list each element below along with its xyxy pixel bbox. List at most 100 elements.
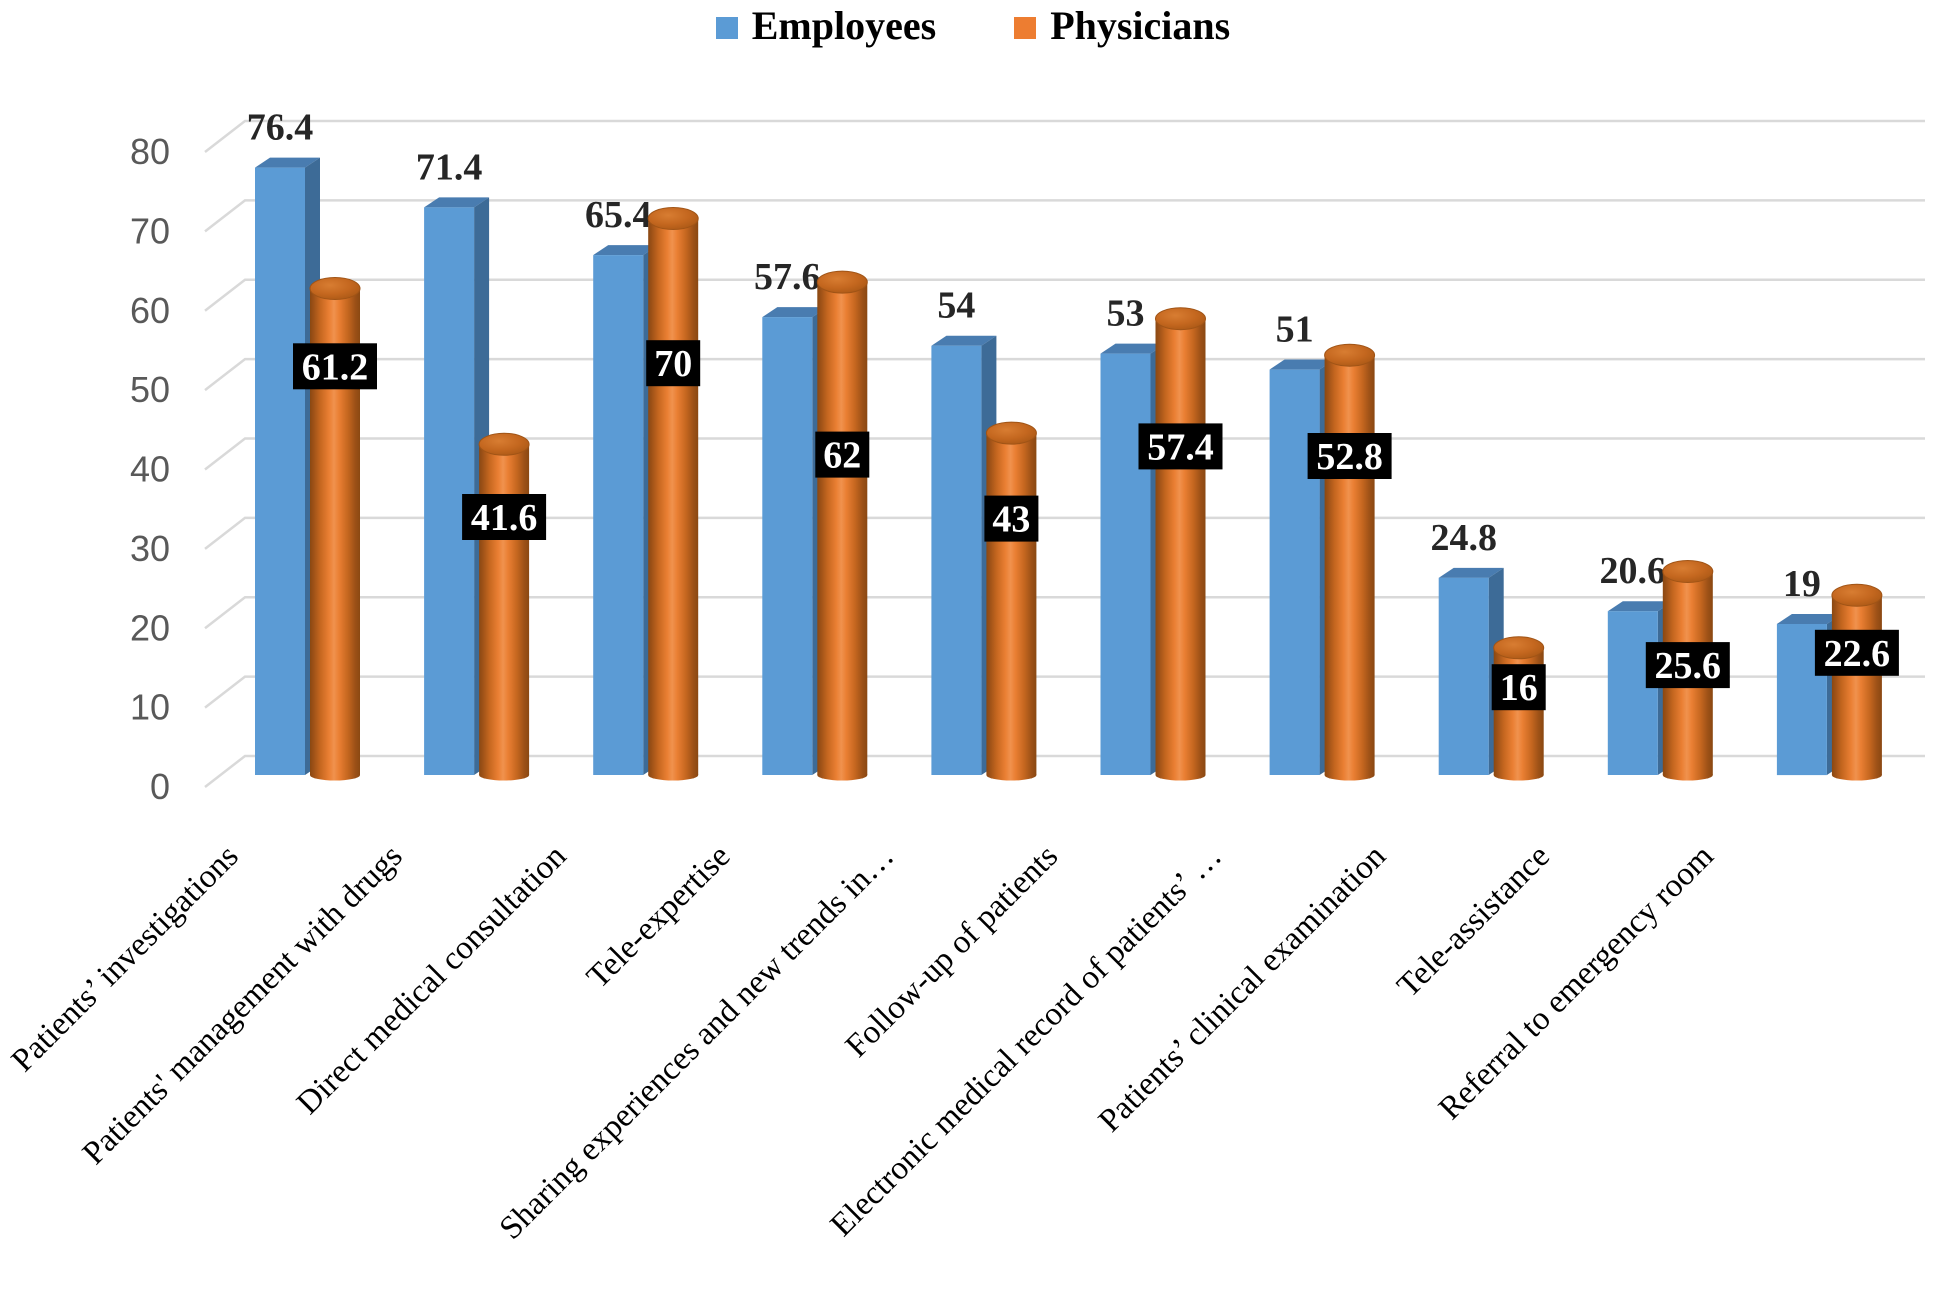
physicians-value-label-text: 62 — [823, 435, 861, 477]
y-axis-tick-label-80: 80 — [130, 131, 170, 172]
physicians-value-label-text: 43 — [992, 499, 1030, 541]
physicians-value-label-text: 16 — [1500, 667, 1538, 709]
physicians-bar-top-cap — [478, 432, 530, 456]
y-axis-tick-label-60: 60 — [130, 290, 170, 331]
physicians-bar-body — [1155, 318, 1206, 775]
y-axis-tick-labels: 0 10 20 30 40 50 60 70 80 — [130, 131, 170, 807]
employees-bar-front-face — [424, 207, 475, 775]
employees-value-label: 65.4 — [585, 194, 652, 236]
physicians-value-label-text: 61.2 — [302, 346, 369, 388]
physicians-bar — [478, 432, 530, 781]
employees-bar-front-face — [255, 167, 305, 776]
gridlines — [204, 119, 1925, 788]
gridline-60 — [204, 278, 1925, 312]
physicians-value-label-text: 25.6 — [1655, 645, 1722, 687]
physicians-bar — [1324, 343, 1376, 781]
y-axis-tick-label-0: 0 — [150, 766, 170, 807]
gridline-80 — [204, 119, 1925, 153]
physicians-value-label: 52.8 — [1307, 433, 1392, 479]
employees-value-label: 51 — [1276, 309, 1314, 351]
physicians-bar-top-cap — [1831, 583, 1883, 607]
employees-value-label: 57.6 — [754, 256, 821, 298]
physicians-value-label-bg — [1307, 433, 1392, 479]
y-axis-tick-label-50: 50 — [130, 369, 170, 410]
category-label: Patients' management with drugs — [76, 838, 410, 1172]
employees-value-label: 54 — [937, 285, 975, 327]
y-axis-tick-label-10: 10 — [130, 687, 170, 728]
physicians-bar-body — [986, 433, 1037, 775]
legend-item-employees: Employees — [715, 2, 937, 50]
employees-bar-front-face — [1607, 611, 1658, 775]
physicians-value-label-bg — [1138, 423, 1223, 470]
physicians-bar-body — [1831, 595, 1882, 775]
category-label: Tele-assistance — [1390, 838, 1556, 1004]
physicians-value-label: 25.6 — [1645, 642, 1730, 689]
physicians-value-label: 43 — [984, 495, 1039, 542]
employees-bar-front-face — [593, 255, 644, 776]
employees-bar-top-face — [1100, 343, 1166, 354]
physicians-value-label: 16 — [1491, 664, 1546, 711]
physicians-bar-top-cap — [985, 421, 1037, 445]
employees-bar-front-face — [762, 317, 813, 775]
physicians-bar-body — [1324, 355, 1375, 775]
employees-value-label: 20.6 — [1600, 550, 1667, 592]
physicians-bar-body — [479, 444, 530, 775]
legend-label-physicians: Physicians — [1050, 3, 1231, 48]
physicians-bar-top-cap — [309, 277, 361, 300]
employees-bar-top-face — [593, 245, 659, 256]
physicians-bar-top-cap — [1662, 560, 1714, 583]
category-label: Referral to emergency room — [1432, 838, 1721, 1127]
physicians-bar-top-cap — [816, 270, 868, 294]
y-axis-tick-label-70: 70 — [130, 210, 170, 251]
physicians-value-label-bg — [1491, 664, 1546, 711]
employees-bar-front-face — [1438, 577, 1489, 775]
legend: Employees Physicians — [0, 2, 1946, 50]
employees-bar — [424, 197, 490, 775]
employees-bar-front-face — [931, 345, 982, 775]
legend-item-physicians: Physicians — [1014, 2, 1230, 50]
employees-bar-front-face — [1269, 369, 1320, 775]
employees-bar — [1438, 567, 1504, 775]
physicians-value-label-bg — [1814, 629, 1899, 676]
y-axis-tick-label-30: 30 — [130, 528, 170, 569]
physicians-value-label-bg — [1645, 642, 1730, 689]
physicians-value-label-bg — [815, 431, 870, 478]
legend-swatch-physicians-icon — [1014, 17, 1037, 39]
physicians-value-label: 62 — [815, 431, 870, 478]
physicians-bar-top-cap — [1155, 307, 1206, 331]
category-label: Patients’ clinical examination — [1092, 838, 1393, 1139]
legend-swatch-employees-icon — [715, 17, 738, 39]
employees-bar-top-face — [1269, 359, 1335, 370]
legend-label-employees: Employees — [751, 3, 937, 48]
physicians-value-label-text: 22.6 — [1824, 633, 1891, 675]
physicians-bar — [985, 421, 1037, 781]
physicians-bar — [1155, 307, 1206, 781]
y-axis-tick-label-40: 40 — [130, 449, 170, 490]
physicians-value-label-bg — [462, 494, 547, 540]
employees-bar-top-face — [1607, 601, 1673, 612]
physicians-bar-top-cap — [647, 207, 699, 230]
employees-bar-top-face — [931, 335, 997, 346]
employees-value-label: 24.8 — [1430, 517, 1497, 559]
physicians-bar — [1831, 583, 1883, 781]
physicians-bar-body — [817, 282, 868, 775]
physicians-value-label: 57.4 — [1138, 423, 1223, 470]
employees-bar-front-face — [1100, 353, 1151, 775]
employees-bar-top-face — [1438, 567, 1504, 578]
employees-bar-top-face — [424, 197, 490, 208]
physicians-bar — [647, 207, 699, 781]
physicians-value-label-bg — [646, 340, 701, 387]
physicians-value-label: 61.2 — [293, 343, 377, 390]
employees-bar — [255, 157, 320, 776]
physicians-value-label-text: 70 — [654, 343, 692, 385]
category-label: Direct medical consultation — [290, 838, 573, 1121]
physicians-bar-top-cap — [1324, 343, 1376, 367]
employees-bar-top-face — [762, 307, 828, 318]
employees-value-label: 76.4 — [247, 107, 314, 149]
physicians-value-label: 41.6 — [462, 494, 547, 540]
category-label: Tele-expertise — [580, 838, 737, 995]
physicians-value-label-text: 52.8 — [1316, 436, 1383, 478]
employees-value-label: 53 — [1107, 293, 1145, 335]
